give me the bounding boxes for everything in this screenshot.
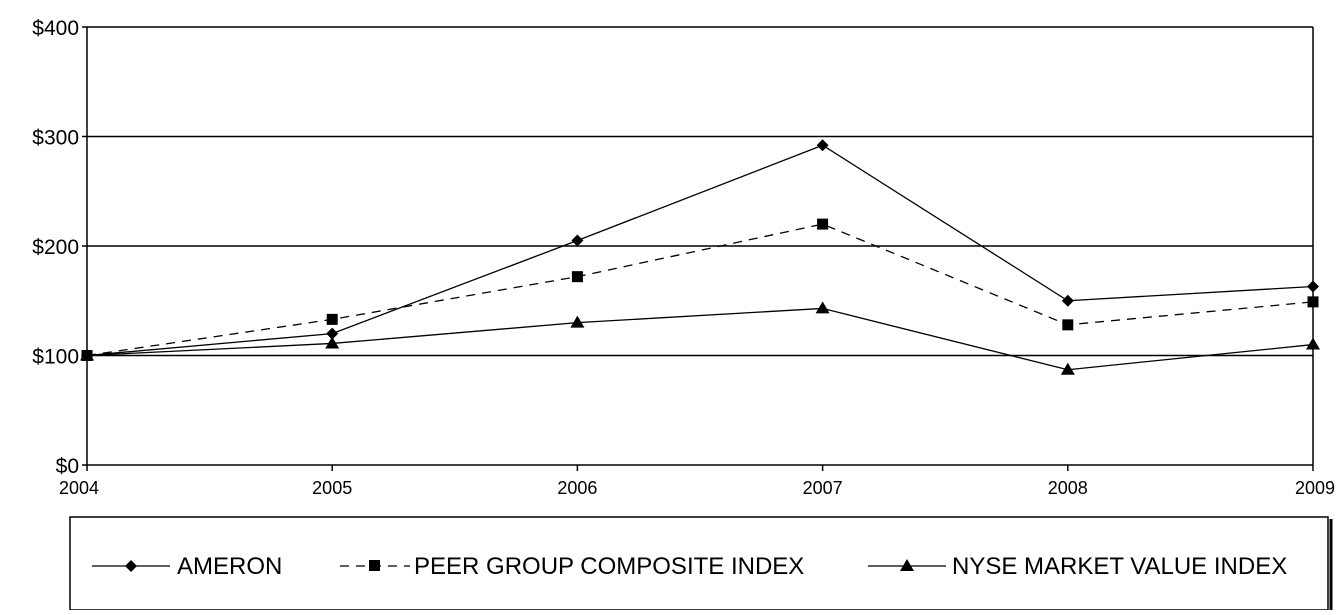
xtick-label: 2004 (59, 478, 99, 498)
data-point (815, 301, 830, 314)
ytick-label: $100 (32, 346, 79, 369)
y-axis-ticks: $0 $100 $200 $300 $400 (32, 17, 87, 478)
xtick-label: 2006 (557, 478, 597, 498)
legend-box (69, 516, 1329, 611)
xtick-label: 2007 (803, 478, 843, 498)
data-point (326, 313, 338, 325)
legend-marker-peer-group (369, 560, 380, 571)
data-point (1307, 296, 1319, 308)
legend-marker-ameron (125, 560, 137, 572)
data-point (1062, 319, 1074, 331)
data-point (817, 218, 829, 230)
series-line (86, 307, 1314, 371)
ytick-label: $400 (32, 17, 79, 40)
legend-label-peer-group: PEER GROUP COMPOSITE INDEX (414, 553, 804, 580)
data-point (325, 336, 340, 349)
xtick-label: 2009 (1295, 478, 1335, 498)
series-0 (81, 139, 1319, 362)
series-line (86, 144, 1314, 357)
data-point (1061, 294, 1074, 307)
data-point (326, 327, 339, 340)
legend-item-peer-group: PEER GROUP COMPOSITE INDEX (340, 553, 804, 580)
xtick-label: 2005 (312, 478, 352, 498)
data-point (570, 315, 585, 328)
legend-item-nyse: NYSE MARKET VALUE INDEX (868, 553, 1287, 580)
data-point (1306, 337, 1320, 350)
data-point (816, 139, 829, 152)
data-point (571, 271, 583, 283)
ytick-label: $300 (32, 127, 79, 150)
data-point (80, 348, 94, 361)
series-2 (80, 301, 1320, 375)
legend: AMERON PEER GROUP COMPOSITE INDEX NYSE M… (69, 516, 1333, 611)
data-point (1307, 280, 1319, 293)
xtick-label: 2008 (1048, 478, 1088, 498)
series (80, 139, 1320, 375)
x-axis-ticks: 2004 2005 2006 2007 2008 2009 (59, 465, 1335, 498)
data-point (1060, 362, 1075, 375)
legend-label-nyse: NYSE MARKET VALUE INDEX (952, 553, 1287, 580)
legend-label-ameron: AMERON (177, 553, 282, 580)
legend-item-ameron: AMERON (92, 553, 282, 580)
series-line (86, 223, 1314, 357)
ytick-label: $0 (56, 455, 79, 478)
legend-marker-nyse (900, 559, 914, 571)
data-point (571, 234, 584, 247)
ytick-label: $200 (32, 236, 79, 259)
gridlines (87, 26, 1313, 466)
